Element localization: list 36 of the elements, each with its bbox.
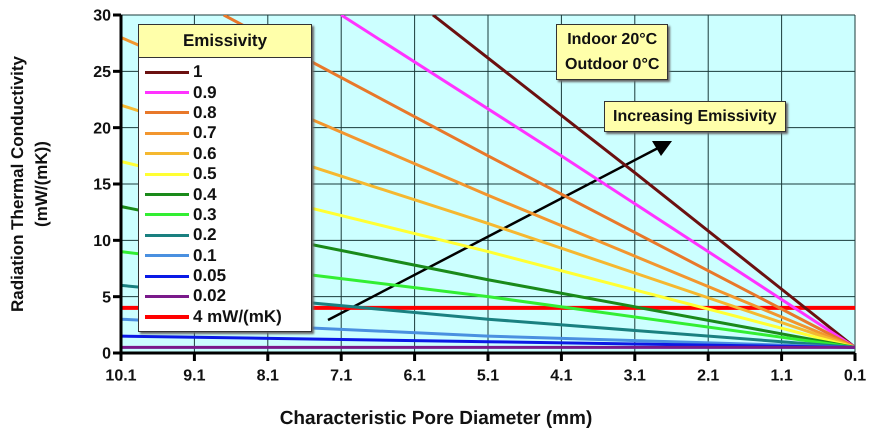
legend-label: 1 bbox=[192, 62, 204, 82]
annotation: Indoor 20°C Outdoor 0°C bbox=[565, 30, 660, 75]
y-tick-label: 10 bbox=[93, 233, 112, 250]
y-tick-label: 20 bbox=[93, 120, 112, 138]
x-tick-label: 10.1 bbox=[105, 367, 137, 384]
legend-label: 0.9 bbox=[192, 82, 218, 103]
x-tick-label: 3.1 bbox=[624, 367, 646, 384]
y-tick-label: 15 bbox=[93, 176, 112, 194]
legend-label: 0.3 bbox=[192, 204, 218, 226]
y-tick-label: 5 bbox=[102, 289, 112, 306]
x-tick-label: 4.1 bbox=[550, 367, 573, 384]
legend-label: 0.1 bbox=[192, 246, 218, 266]
legend-heading: Emissivity bbox=[139, 25, 311, 58]
annotation: Increasing Emissivity bbox=[613, 107, 777, 127]
y-axis-title: Radiation Thermal Conductivity (mW/(mK)) bbox=[7, 56, 52, 312]
x-tick-label: 0.1 bbox=[844, 367, 866, 384]
x-tick-label: 6.1 bbox=[403, 367, 426, 384]
x-tick-label: 5.1 bbox=[476, 367, 500, 384]
legend-label: 0.6 bbox=[192, 144, 218, 164]
x-tick-label: 7.1 bbox=[330, 367, 352, 384]
legend-label: 0.8 bbox=[192, 102, 218, 124]
legend-label: 0.05 bbox=[192, 266, 228, 286]
legend-label: 0.4 bbox=[192, 184, 218, 205]
x-axis-title: Characteristic Pore Diameter (mm) bbox=[278, 408, 594, 430]
y-tick-label: 30 bbox=[93, 8, 112, 25]
legend-label: 0.2 bbox=[192, 225, 218, 246]
legend-label: 0.5 bbox=[192, 164, 218, 184]
x-tick-label: 1.1 bbox=[770, 367, 793, 384]
x-tick-label: 9.1 bbox=[183, 367, 206, 384]
y-tick-label: 0 bbox=[102, 346, 112, 363]
y-tick-label: 25 bbox=[93, 64, 112, 82]
x-tick-label: 2.1 bbox=[697, 367, 720, 384]
legend-label: 0.7 bbox=[192, 123, 218, 144]
legend-label: 0.02 bbox=[192, 286, 228, 307]
x-tick-label: 8.1 bbox=[256, 367, 280, 384]
ref-line-label: 4 mW/(mK) bbox=[192, 306, 283, 328]
